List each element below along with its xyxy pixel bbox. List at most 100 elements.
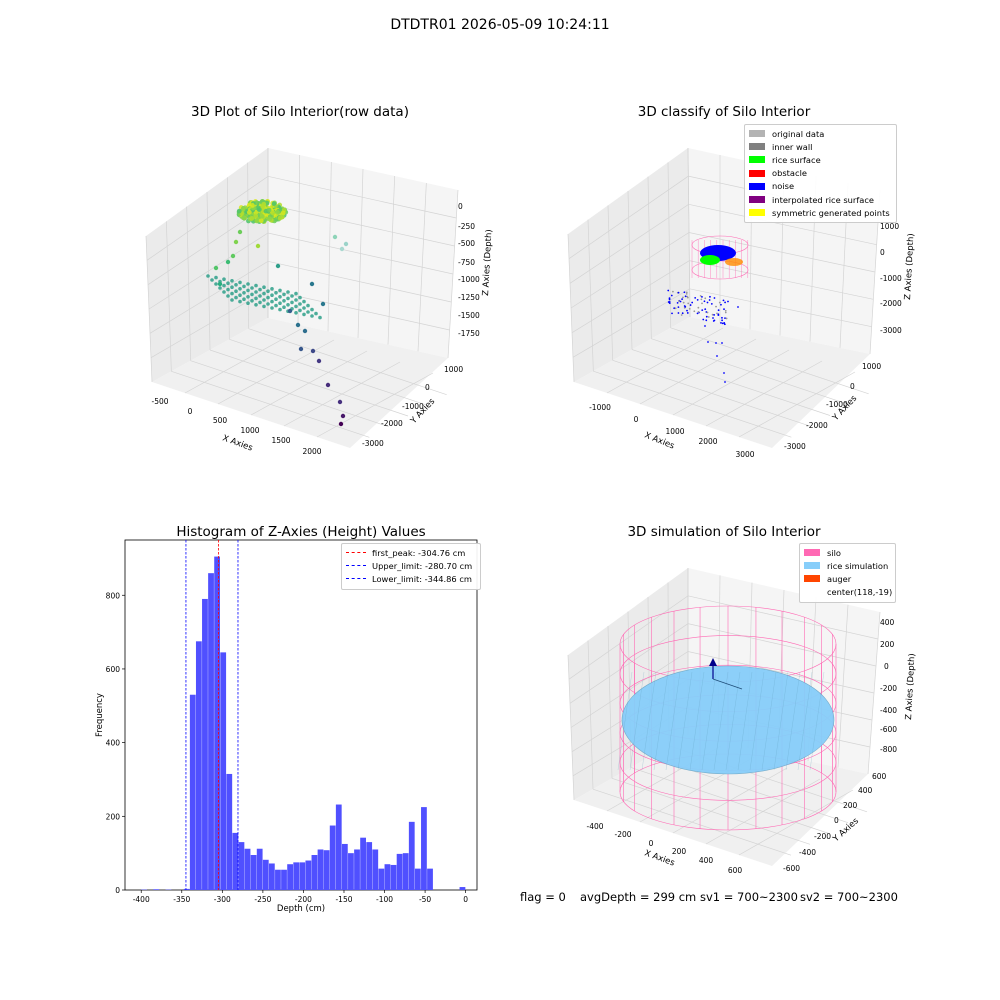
point — [238, 212, 243, 218]
legend-line — [346, 552, 366, 554]
point — [282, 299, 286, 303]
point — [712, 320, 715, 322]
histogram-bar — [402, 853, 409, 890]
point — [261, 215, 267, 221]
histogram-bar — [329, 825, 336, 890]
point — [246, 288, 250, 293]
rice-mesh-line — [737, 671, 753, 771]
point — [724, 301, 726, 304]
legend-label: rice simulation — [827, 560, 889, 571]
point — [265, 212, 271, 218]
p4-xlabel: X Axies — [643, 848, 676, 868]
p4-ytick: -200 — [814, 832, 831, 841]
point — [238, 287, 242, 291]
floor-pane — [574, 735, 868, 866]
p4-ztick: -200 — [880, 684, 897, 693]
point — [269, 213, 275, 219]
legend-line — [346, 578, 366, 580]
figure-title: DTDTR01 2026-05-09 10:24:11 — [390, 17, 610, 33]
point — [682, 296, 684, 299]
rice-mesh-line — [713, 671, 729, 771]
gridline — [639, 756, 755, 823]
gridline — [587, 640, 594, 790]
point — [720, 303, 722, 306]
gridline — [705, 360, 823, 427]
point — [673, 307, 676, 310]
point — [250, 292, 254, 297]
point — [279, 214, 285, 220]
point — [294, 304, 298, 309]
histogram-bar — [360, 837, 366, 890]
point — [238, 280, 242, 285]
point — [260, 204, 266, 210]
point — [254, 296, 258, 301]
rice-mesh-line — [701, 671, 717, 771]
histogram-bar — [250, 855, 257, 890]
point — [244, 213, 250, 219]
point — [283, 209, 289, 215]
gridline — [672, 767, 788, 834]
point — [280, 210, 286, 216]
point — [280, 207, 286, 213]
point — [720, 322, 722, 324]
point — [279, 209, 284, 214]
point — [252, 203, 258, 209]
point — [681, 312, 684, 315]
point — [234, 295, 238, 300]
point — [683, 305, 686, 307]
point — [262, 298, 266, 302]
gridline — [568, 595, 879, 680]
gridline — [606, 745, 722, 812]
legend-swatch — [749, 143, 765, 151]
p2-ztick: 1000 — [880, 222, 899, 231]
y-tick-label: 400 — [106, 739, 121, 748]
point — [271, 209, 277, 214]
point — [262, 304, 266, 309]
point — [261, 218, 267, 224]
point — [230, 253, 236, 259]
point — [290, 294, 294, 298]
point — [279, 214, 285, 220]
obstacle-cluster — [725, 258, 743, 266]
point — [280, 210, 286, 216]
point — [236, 212, 242, 218]
gridline — [606, 327, 724, 394]
gridline — [569, 623, 877, 704]
point — [242, 207, 248, 213]
point — [210, 278, 214, 282]
point — [252, 217, 258, 223]
point — [668, 297, 671, 300]
point — [257, 203, 263, 209]
point — [230, 298, 234, 302]
rice-mesh-line — [653, 671, 669, 771]
point — [247, 206, 253, 211]
point — [270, 287, 274, 291]
p2-ylabel: Y Axies — [830, 393, 859, 423]
point — [241, 206, 247, 212]
p2-ztick: -1000 — [880, 274, 902, 283]
point — [248, 205, 253, 211]
right-pane — [268, 148, 458, 358]
point — [260, 218, 266, 224]
histogram-bar — [378, 868, 385, 890]
point — [248, 212, 253, 218]
point — [247, 207, 253, 212]
p4-xtick: 600 — [728, 866, 743, 875]
point — [242, 297, 246, 302]
point — [254, 209, 259, 215]
legend-label: obstacle — [772, 168, 807, 179]
point — [250, 215, 255, 220]
point — [246, 210, 252, 215]
point — [286, 290, 290, 294]
point — [713, 319, 716, 322]
point — [273, 212, 279, 218]
point — [255, 200, 261, 206]
point — [274, 291, 278, 295]
gridline — [607, 205, 614, 361]
point — [260, 203, 266, 208]
point — [279, 206, 285, 212]
legend-swatch — [804, 562, 820, 570]
point — [298, 308, 302, 313]
point — [273, 209, 279, 215]
legend-label: Lower_limit: -344.86 cm — [372, 573, 472, 584]
